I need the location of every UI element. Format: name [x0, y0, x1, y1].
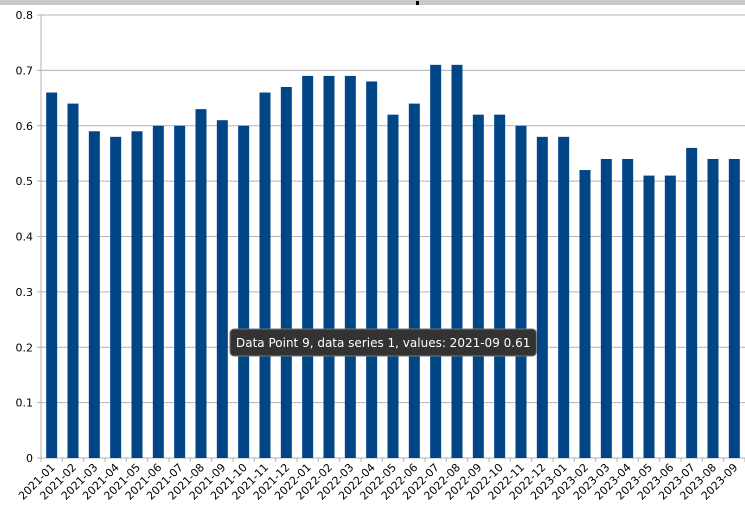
bar	[174, 125, 186, 458]
bar	[88, 131, 100, 458]
bar	[131, 131, 143, 458]
y-tick-label: 0.3	[16, 286, 34, 299]
y-tick-label: 0.5	[16, 175, 34, 188]
bar	[579, 170, 591, 459]
y-tick-label: 0.4	[16, 231, 34, 244]
tooltip: Data Point 9, data series 1, values: 202…	[229, 328, 537, 357]
bar	[408, 103, 420, 458]
top-bar	[0, 0, 745, 5]
bar	[515, 125, 527, 458]
bar	[686, 147, 698, 458]
bar	[622, 158, 634, 458]
bar	[323, 75, 335, 458]
bar	[344, 75, 356, 458]
y-tick-label: 0.8	[16, 9, 34, 22]
bar	[430, 64, 442, 459]
bar	[600, 158, 612, 458]
bar	[152, 125, 164, 458]
y-tick-label: 0.2	[16, 341, 34, 354]
bar	[110, 136, 122, 458]
bar	[558, 136, 570, 458]
y-tick-label: 0.6	[16, 120, 34, 133]
bar	[451, 64, 463, 459]
bar	[707, 158, 719, 458]
bar	[387, 114, 399, 459]
bar	[238, 125, 250, 458]
bar	[536, 136, 548, 458]
bar	[259, 92, 271, 459]
y-tick-label: 0.1	[16, 397, 34, 410]
bar	[216, 120, 228, 459]
resize-handle	[416, 1, 419, 5]
bar	[46, 92, 58, 459]
tooltip-box	[229, 328, 537, 357]
bar	[472, 114, 484, 459]
y-tick-label: 0	[26, 452, 33, 465]
bar	[280, 86, 292, 459]
y-tick-label: 0.7	[16, 64, 34, 77]
bar	[664, 175, 676, 458]
bar	[643, 175, 655, 458]
bar	[728, 158, 740, 458]
bar	[195, 109, 207, 458]
bar	[366, 81, 378, 458]
bar	[67, 103, 79, 458]
tooltip-text: Data Point 9, data series 1, values: 202…	[236, 336, 530, 350]
bar	[494, 114, 506, 459]
bar	[302, 75, 314, 458]
